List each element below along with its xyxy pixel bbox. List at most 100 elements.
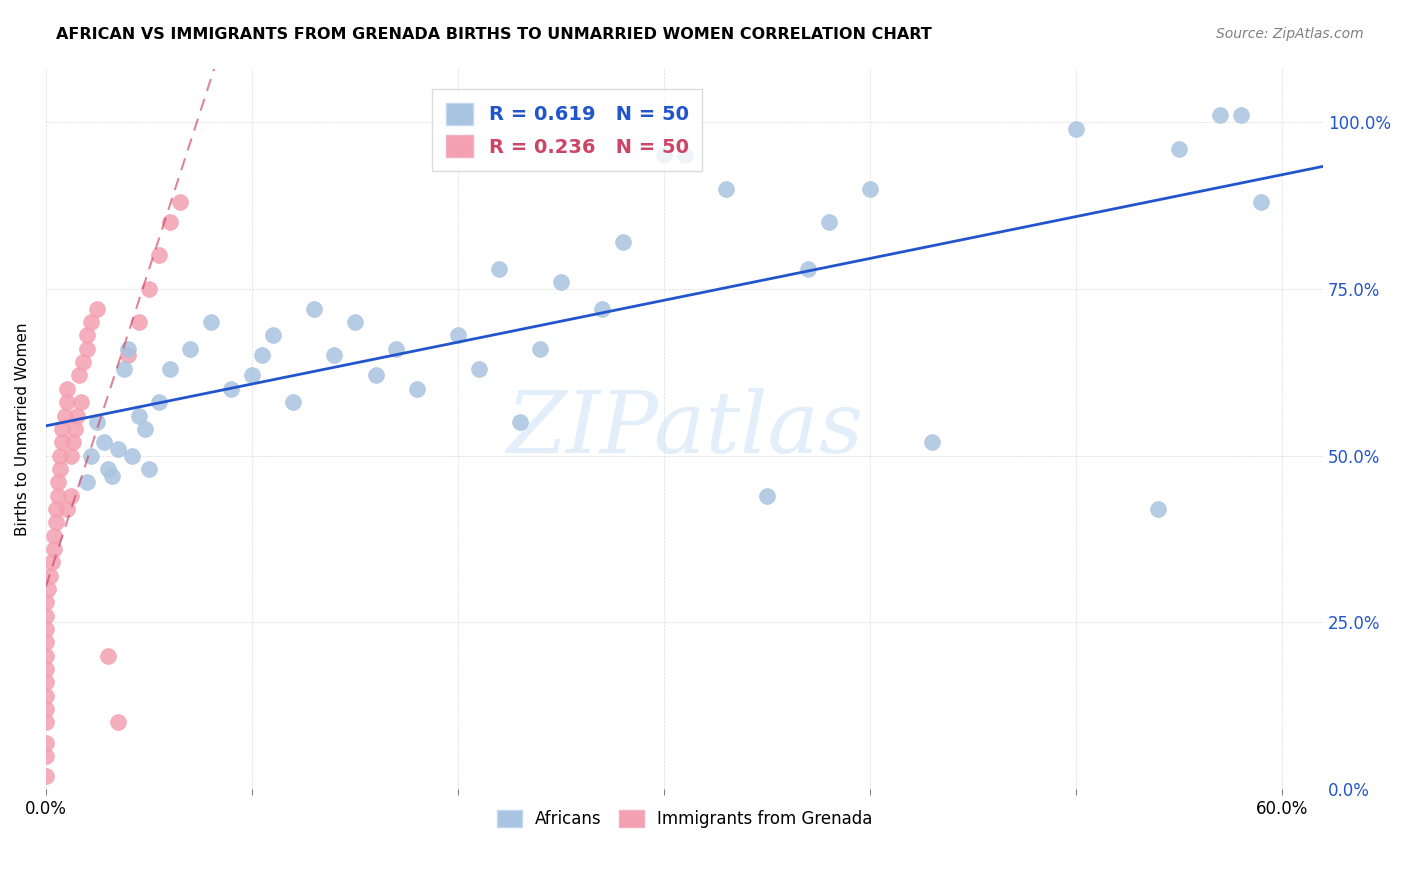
- Point: [117, 342, 139, 356]
- Point: [66, 409, 89, 423]
- Point: [240, 368, 263, 383]
- Point: [405, 382, 427, 396]
- Point: [45, 516, 67, 530]
- Point: [44, 541, 66, 556]
- Point: [1250, 194, 1272, 209]
- Point: [46, 489, 69, 503]
- Text: Source: ZipAtlas.com: Source: ZipAtlas.com: [1216, 27, 1364, 41]
- Point: [797, 261, 820, 276]
- Point: [252, 349, 274, 363]
- Point: [755, 489, 778, 503]
- Point: [39, 568, 62, 582]
- Point: [35, 595, 58, 609]
- Point: [49, 462, 72, 476]
- Point: [159, 215, 181, 229]
- Point: [35, 608, 58, 623]
- Legend: Africans, Immigrants from Grenada: Africans, Immigrants from Grenada: [491, 804, 879, 835]
- Point: [72, 355, 94, 369]
- Text: ZIPatlas: ZIPatlas: [506, 387, 863, 470]
- Point: [529, 342, 551, 356]
- Point: [76, 475, 98, 490]
- Y-axis label: Births to Unmarried Women: Births to Unmarried Women: [15, 322, 30, 535]
- Point: [169, 194, 191, 209]
- Point: [859, 181, 882, 195]
- Point: [35, 702, 58, 716]
- Point: [1168, 142, 1191, 156]
- Point: [138, 462, 160, 476]
- Point: [76, 328, 98, 343]
- Point: [134, 422, 156, 436]
- Point: [107, 442, 129, 456]
- Point: [283, 395, 305, 409]
- Point: [148, 395, 170, 409]
- Point: [63, 422, 86, 436]
- Point: [179, 342, 201, 356]
- Point: [817, 215, 839, 229]
- Point: [55, 395, 77, 409]
- Point: [35, 769, 58, 783]
- Point: [45, 502, 67, 516]
- Point: [59, 449, 82, 463]
- Point: [148, 248, 170, 262]
- Point: [70, 395, 93, 409]
- Point: [550, 275, 572, 289]
- Point: [1064, 121, 1087, 136]
- Point: [101, 468, 124, 483]
- Point: [117, 349, 139, 363]
- Point: [262, 328, 284, 343]
- Point: [35, 675, 58, 690]
- Point: [364, 368, 387, 383]
- Point: [86, 301, 108, 316]
- Point: [200, 315, 222, 329]
- Point: [35, 715, 58, 730]
- Point: [107, 715, 129, 730]
- Point: [97, 462, 120, 476]
- Point: [159, 361, 181, 376]
- Point: [59, 489, 82, 503]
- Point: [86, 415, 108, 429]
- Point: [591, 301, 613, 316]
- Point: [112, 361, 135, 376]
- Point: [80, 449, 103, 463]
- Point: [46, 475, 69, 490]
- Point: [1147, 502, 1170, 516]
- Point: [467, 361, 489, 376]
- Point: [97, 648, 120, 663]
- Point: [44, 528, 66, 542]
- Point: [51, 422, 73, 436]
- Point: [67, 368, 90, 383]
- Point: [921, 435, 943, 450]
- Point: [35, 748, 58, 763]
- Text: AFRICAN VS IMMIGRANTS FROM GRENADA BIRTHS TO UNMARRIED WOMEN CORRELATION CHART: AFRICAN VS IMMIGRANTS FROM GRENADA BIRTH…: [56, 27, 932, 42]
- Point: [35, 622, 58, 636]
- Point: [1209, 108, 1232, 122]
- Point: [221, 382, 243, 396]
- Point: [41, 555, 63, 569]
- Point: [49, 449, 72, 463]
- Point: [302, 301, 325, 316]
- Point: [35, 648, 58, 663]
- Point: [128, 409, 150, 423]
- Point: [652, 148, 675, 162]
- Point: [343, 315, 366, 329]
- Point: [55, 502, 77, 516]
- Point: [55, 382, 77, 396]
- Point: [35, 689, 58, 703]
- Point: [62, 435, 84, 450]
- Point: [93, 435, 115, 450]
- Point: [488, 261, 510, 276]
- Point: [51, 435, 73, 450]
- Point: [1229, 108, 1251, 122]
- Point: [121, 449, 143, 463]
- Point: [53, 409, 76, 423]
- Point: [80, 315, 103, 329]
- Point: [447, 328, 470, 343]
- Point: [138, 282, 160, 296]
- Point: [37, 582, 59, 596]
- Point: [714, 181, 737, 195]
- Point: [323, 349, 346, 363]
- Point: [128, 315, 150, 329]
- Point: [509, 415, 531, 429]
- Point: [35, 662, 58, 676]
- Point: [35, 635, 58, 649]
